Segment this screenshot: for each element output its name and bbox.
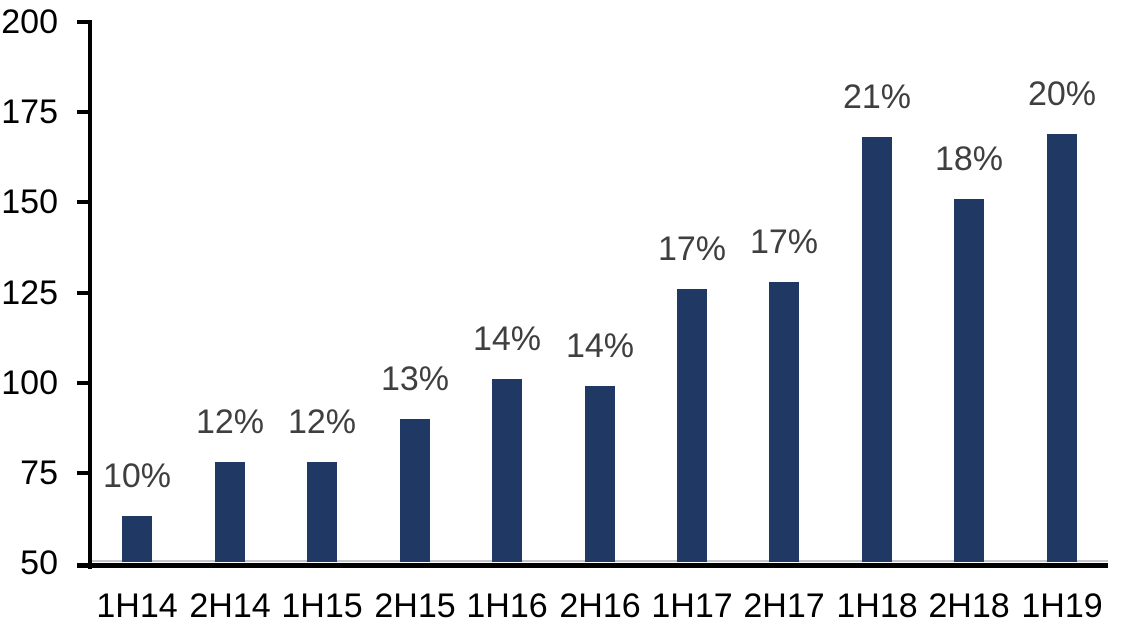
x-axis-category-label: 1H16 [466,587,548,625]
bar-value-label: 17% [749,223,819,261]
y-axis-tick-label: 175 [1,93,58,131]
x-axis-category-label: 1H17 [651,587,733,625]
y-axis-tick-label: 75 [20,454,58,492]
bar-value-label: 14% [472,320,542,358]
bar-value-label: 12% [195,403,265,441]
y-axis-tick [77,291,89,295]
bar-2h16 [585,386,615,562]
y-axis-line [88,20,92,569]
x-axis-category-label: 1H19 [1021,587,1103,625]
y-axis-tick-label: 150 [1,183,58,221]
x-axis-category-label: 2H15 [374,587,456,625]
bar-2h17 [769,282,799,562]
x-axis-category-label: 1H15 [281,587,363,625]
x-axis-category-label: 1H18 [836,587,918,625]
y-axis-tick-label: 125 [1,274,58,312]
y-axis-tick [77,381,89,385]
bar-2h14 [215,462,245,562]
bar-value-label: 10% [102,457,172,495]
bar-value-label: 18% [934,140,1004,178]
bar-value-label: 21% [842,78,912,116]
x-axis-category-label: 2H18 [928,587,1010,625]
bar-1h15 [307,462,337,562]
bar-2h18 [954,199,984,562]
bar-1h17 [677,289,707,562]
bar-1h19 [1047,134,1077,562]
bar-1h18 [862,137,892,562]
bar-1h16 [492,379,522,562]
y-axis-tick [77,20,89,24]
y-axis-tick-label: 50 [20,544,58,582]
y-axis-tick-label: 200 [1,3,58,41]
bar-value-label: 14% [565,327,635,365]
x-axis-line [77,563,1108,568]
bar-value-label: 13% [380,360,450,398]
x-axis-category-label: 2H14 [189,587,271,625]
y-axis-tick [77,110,89,114]
x-axis-category-label: 2H17 [743,587,825,625]
bar-2h15 [400,419,430,562]
bar-value-label: 20% [1027,75,1097,113]
y-axis-tick [77,471,89,475]
x-axis-category-label: 2H16 [559,587,641,625]
x-axis-category-label: 1H14 [96,587,178,625]
bar-value-label: 17% [657,230,727,268]
bar-value-label: 12% [287,403,357,441]
y-axis-tick-label: 100 [1,364,58,402]
y-axis-tick [77,200,89,204]
bar-1h14 [122,516,152,562]
